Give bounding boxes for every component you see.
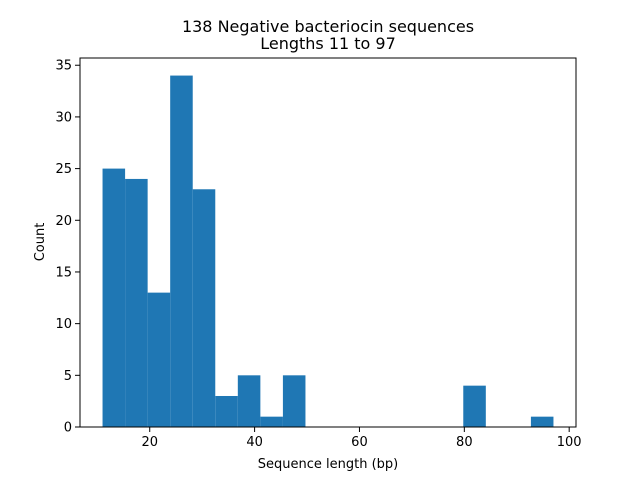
histogram-bar-8: [282, 375, 306, 427]
x-tick-label: 80: [456, 435, 473, 450]
histogram-bar-7: [260, 416, 283, 427]
y-tick-label: 35: [55, 59, 72, 74]
x-axis-ticks: 20 40 60 80 100: [141, 427, 582, 450]
x-tick-label: 100: [557, 435, 582, 450]
chart-title-line2: Lengths 11 to 97: [260, 34, 396, 53]
histogram-bar-3: [170, 75, 193, 428]
histogram-bar-19: [530, 416, 554, 427]
histogram-bar-1: [125, 178, 148, 427]
histogram-bar-0: [102, 168, 126, 428]
x-tick-label: 20: [141, 435, 158, 450]
histogram-bar-5: [215, 395, 238, 427]
plot-frame: [79, 57, 577, 428]
histogram-bar-2: [147, 292, 171, 427]
histogram-bar-16: [463, 385, 486, 427]
y-tick-label: 0: [64, 421, 72, 436]
x-tick-label: 40: [246, 435, 263, 450]
y-tick-label: 25: [55, 162, 72, 177]
y-tick-label: 5: [64, 369, 72, 384]
y-tick-label: 20: [55, 214, 72, 229]
y-tick-label: 15: [55, 265, 72, 280]
x-tick-label: 60: [351, 435, 368, 450]
y-tick-label: 30: [55, 110, 72, 125]
y-axis-ticks: 0 5 10 15 20 25 30 35: [55, 59, 80, 436]
y-axis-label: Count: [33, 223, 48, 262]
y-tick-label: 10: [55, 317, 72, 332]
histogram-bar-6: [237, 375, 261, 427]
histogram-bar-4: [192, 189, 216, 427]
x-axis-label: Sequence length (bp): [258, 457, 398, 472]
chart-title-line1: 138 Negative bacteriocin sequences: [182, 17, 474, 36]
bars-group: [102, 75, 554, 428]
